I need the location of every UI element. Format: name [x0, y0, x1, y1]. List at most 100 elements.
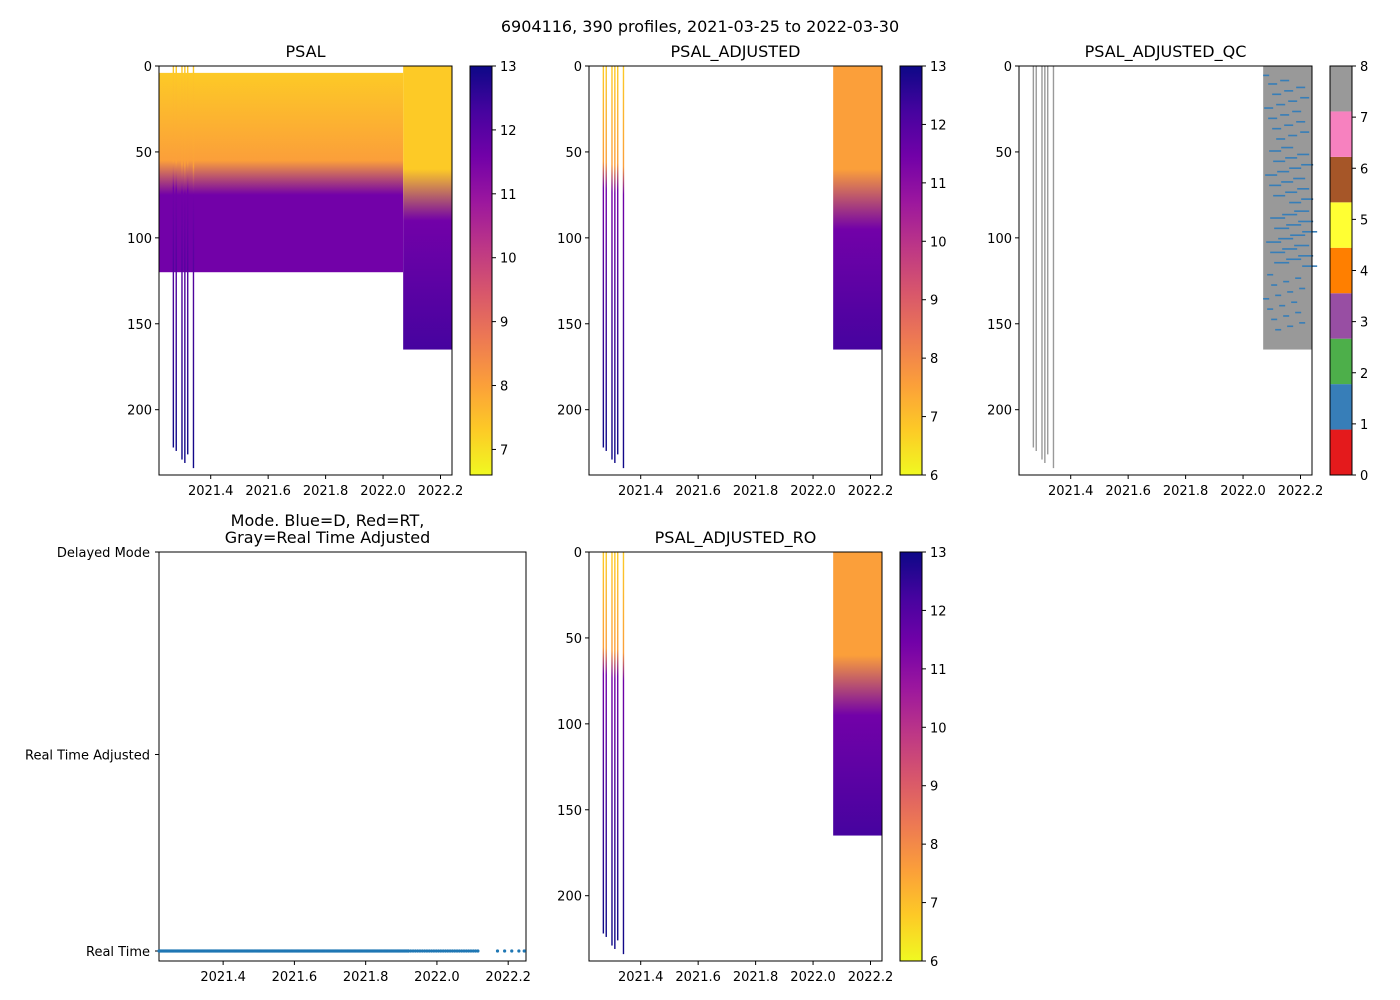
y-tick-label: Real Time Adjusted: [25, 749, 150, 764]
colorbar-tick-label: 11: [500, 188, 517, 203]
mode-point: [427, 949, 431, 953]
colorbar-segment: [1330, 156, 1352, 203]
x-tick-label: 2021.8: [343, 970, 389, 985]
colorbar: 6 7 8 9 10 11 12 13: [899, 60, 947, 484]
qc-cell: [1280, 114, 1290, 116]
qc-cell: [1283, 280, 1290, 283]
x-tick-label: 2022.0: [1220, 484, 1266, 499]
y-tick-label: 100: [557, 232, 582, 247]
mode-point: [411, 949, 415, 953]
y-tick-label: 200: [987, 404, 1012, 419]
panel-psal: PSAL 2021.4 2021.6 2021.8 2022.0 2022.2 0 50 100…: [127, 42, 516, 499]
colorbar-segment: [1330, 202, 1352, 248]
colorbar-tick-label: 13: [500, 60, 517, 75]
x-tick-label: 2021.4: [1048, 484, 1094, 499]
mode-point: [413, 949, 417, 953]
profile-line: [605, 552, 607, 937]
profile-line: [622, 66, 625, 469]
mode-point: [446, 949, 450, 953]
colorbar-tick-label: 13: [930, 546, 947, 561]
colorbar-tick-label: 11: [930, 177, 947, 192]
x-tick-label: 2022.2: [418, 484, 464, 499]
qc-cell: [1282, 248, 1298, 250]
qc-cell: [1294, 244, 1310, 247]
colorbar-tick-label: 1: [1360, 418, 1368, 433]
y-tick-label: 150: [987, 318, 1012, 333]
axes-frame: [158, 551, 527, 962]
colorbar-segment: [1330, 429, 1352, 475]
colorbar-segment: [1330, 293, 1352, 339]
qc-cell: [1267, 273, 1274, 276]
colorbar-tick-label: 10: [930, 235, 947, 250]
qc-cell: [1296, 120, 1306, 123]
colorbar-segment: [1330, 338, 1352, 385]
mode-point: [495, 949, 500, 953]
mode-point: [429, 949, 434, 953]
y-tick-label: 100: [557, 718, 582, 733]
qc-cell: [1289, 167, 1302, 169]
mode-point: [510, 949, 514, 953]
y-tick-label: 50: [565, 146, 582, 161]
colorbar-tick-label: 6: [930, 469, 938, 484]
mode-point: [434, 949, 438, 953]
x-tick-label: 2021.8: [733, 970, 779, 985]
qc-cell: [1269, 150, 1282, 152]
y-tick-label: 0: [1004, 60, 1012, 75]
colorbar-tick-label: 11: [930, 663, 947, 678]
colorbar-gradient: [900, 66, 922, 475]
data-region: [159, 72, 404, 273]
panel-title: PSAL: [286, 42, 326, 61]
colorbar-tick-label: 10: [930, 721, 947, 736]
colorbar-tick-label: 9: [500, 316, 508, 331]
qc-cell: [1271, 284, 1278, 286]
mode-point: [517, 949, 521, 953]
mode-point: [473, 949, 478, 953]
colorbar-tick-label: 6: [1360, 162, 1368, 177]
x-tick-label: 2022.0: [790, 484, 836, 499]
y-tick-label: 200: [127, 404, 152, 419]
qc-cell: [1276, 103, 1286, 106]
x-tick-label: 2021.8: [303, 484, 349, 499]
qc-cell: [1285, 191, 1298, 194]
data-region: [833, 66, 882, 350]
panel-mode: Mode. Blue=D, Red=RT,Gray=Real Time Adju…: [25, 511, 531, 985]
qc-cell: [1268, 83, 1278, 85]
x-tick-label: 2021.4: [618, 970, 664, 985]
y-tick-label: 100: [127, 232, 152, 247]
qc-cell: [1298, 220, 1314, 223]
mode-point: [441, 949, 445, 953]
mode-point: [455, 949, 459, 953]
colorbar-tick-label: 8: [500, 380, 508, 395]
qc-cell: [1278, 237, 1294, 240]
panel-title: PSAL_ADJUSTED: [670, 42, 800, 62]
x-tick-label: 2022.2: [848, 484, 894, 499]
mode-point: [432, 949, 436, 953]
qc-cell: [1272, 93, 1282, 96]
profile-line: [602, 66, 605, 448]
mode-point: [425, 949, 429, 953]
mode-point: [406, 949, 411, 953]
profile-line: [192, 66, 195, 469]
mode-point: [409, 949, 413, 953]
mode-point: [457, 949, 461, 953]
qc-cell: [1286, 258, 1302, 261]
qc-cell: [1297, 153, 1310, 156]
x-tick-label: 2021.6: [272, 970, 318, 985]
y-tick-label: 0: [574, 546, 582, 561]
colorbar-tick-label: 7: [930, 897, 938, 912]
qc-cell: [1267, 308, 1274, 310]
colorbar-tick-label: 12: [500, 124, 517, 139]
qc-cell: [1302, 230, 1318, 233]
colorbar-tick-label: 13: [930, 60, 947, 75]
qc-cell: [1294, 210, 1310, 212]
qc-cell: [1277, 170, 1290, 173]
qc-cell: [1286, 224, 1302, 226]
mode-point: [467, 949, 471, 953]
x-tick-label: 2022.2: [1278, 484, 1324, 499]
profile-line: [611, 552, 613, 946]
x-tick-label: 2021.6: [675, 484, 721, 499]
qc-cell: [1300, 131, 1310, 133]
colorbar-tick-label: 5: [1360, 213, 1368, 228]
y-tick-label: 0: [574, 60, 582, 75]
mode-point: [420, 949, 424, 953]
